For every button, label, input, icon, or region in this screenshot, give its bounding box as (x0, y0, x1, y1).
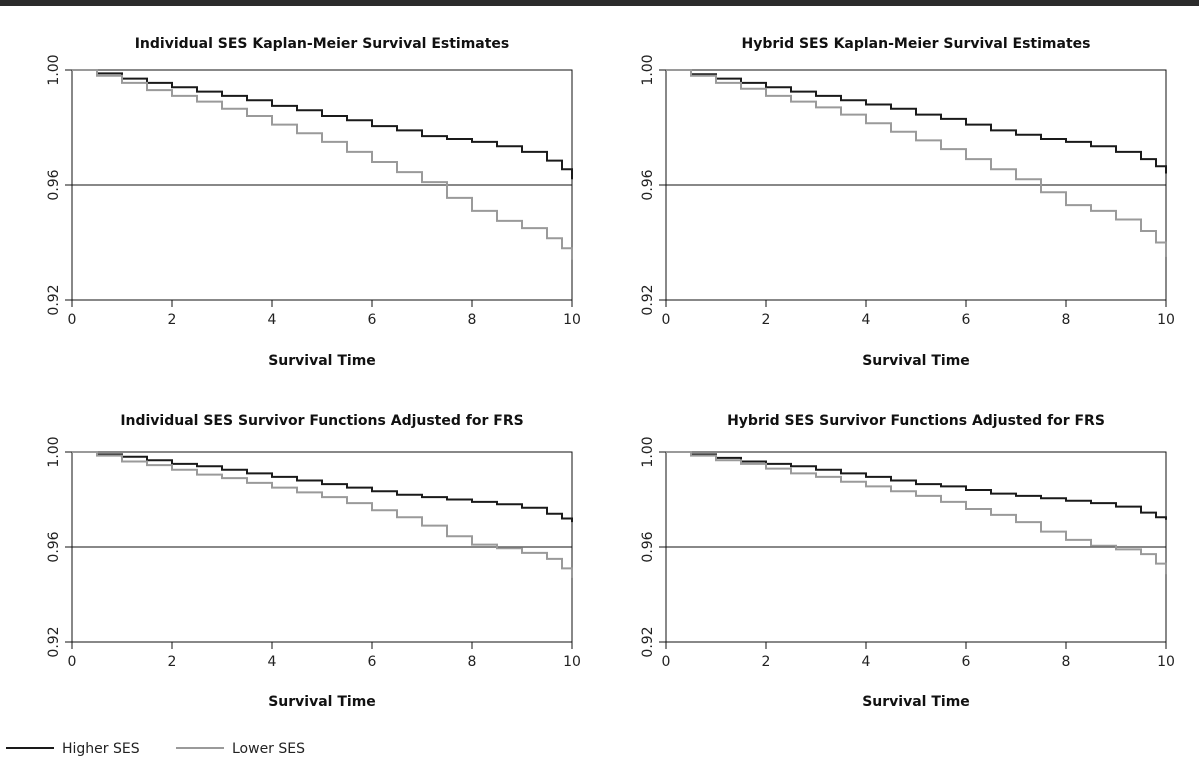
y-tick-label: 0.96 (640, 531, 656, 562)
legend: Higher SES Lower SES (6, 741, 305, 757)
x-tick-label: 8 (468, 654, 477, 670)
x-tick-label: 10 (563, 312, 581, 328)
chart-title: Individual SES Survivor Functions Adjust… (120, 413, 523, 429)
panel-individual-km: Individual SES Kaplan-Meier Survival Est… (46, 36, 581, 369)
x-axis-label: Survival Time (268, 694, 376, 710)
x-tick-label: 2 (168, 654, 177, 670)
series-line-lower-ses (666, 69, 1167, 257)
legend-label-lower-ses: Lower SES (232, 741, 305, 757)
series-line-lower-ses (72, 69, 573, 260)
x-tick-label: 4 (862, 312, 871, 328)
chart-title: Hybrid SES Survivor Functions Adjusted f… (727, 413, 1105, 429)
x-tick-label: 4 (268, 654, 277, 670)
chart-title: Individual SES Kaplan-Meier Survival Est… (135, 36, 510, 52)
x-tick-label: 10 (1157, 312, 1175, 328)
x-tick-label: 8 (1062, 654, 1071, 670)
x-tick-label: 2 (762, 312, 771, 328)
panel-hybrid-km: Hybrid SES Kaplan-Meier Survival Estimat… (640, 36, 1175, 369)
y-tick-label: 0.96 (46, 531, 62, 562)
legend-label-higher-ses: Higher SES (62, 741, 140, 757)
y-tick-label: 0.92 (46, 284, 62, 315)
chart-title: Hybrid SES Kaplan-Meier Survival Estimat… (742, 36, 1091, 52)
x-tick-label: 8 (1062, 312, 1071, 328)
x-tick-label: 6 (962, 312, 971, 328)
series-line-lower-ses (666, 451, 1167, 575)
y-tick-label: 0.96 (46, 169, 62, 200)
series-line-higher-ses (666, 69, 1167, 174)
x-tick-label: 6 (368, 312, 377, 328)
x-tick-label: 2 (762, 654, 771, 670)
y-tick-label: 1.00 (640, 436, 656, 467)
series-line-lower-ses (72, 451, 573, 578)
top-rule (0, 0, 1199, 6)
y-tick-label: 0.96 (640, 169, 656, 200)
x-axis-label: Survival Time (862, 694, 970, 710)
series-line-higher-ses (72, 451, 573, 523)
panel-individual-adjusted: Individual SES Survivor Functions Adjust… (46, 413, 581, 710)
x-tick-label: 4 (268, 312, 277, 328)
x-tick-label: 10 (563, 654, 581, 670)
y-tick-label: 0.92 (640, 284, 656, 315)
series-line-higher-ses (72, 69, 573, 180)
y-tick-label: 0.92 (640, 626, 656, 657)
y-tick-label: 1.00 (46, 436, 62, 467)
y-tick-label: 1.00 (46, 54, 62, 85)
x-tick-label: 10 (1157, 654, 1175, 670)
x-axis-label: Survival Time (268, 353, 376, 369)
y-tick-label: 0.92 (46, 626, 62, 657)
x-tick-label: 0 (662, 654, 671, 670)
x-tick-label: 4 (862, 654, 871, 670)
x-tick-label: 2 (168, 312, 177, 328)
x-tick-label: 0 (68, 654, 77, 670)
series-line-higher-ses (666, 451, 1167, 520)
panel-hybrid-adjusted: Hybrid SES Survivor Functions Adjusted f… (640, 413, 1175, 710)
x-tick-label: 8 (468, 312, 477, 328)
x-tick-label: 6 (962, 654, 971, 670)
x-tick-label: 6 (368, 654, 377, 670)
x-tick-label: 0 (662, 312, 671, 328)
x-tick-label: 0 (68, 312, 77, 328)
x-axis-label: Survival Time (862, 353, 970, 369)
y-tick-label: 1.00 (640, 54, 656, 85)
